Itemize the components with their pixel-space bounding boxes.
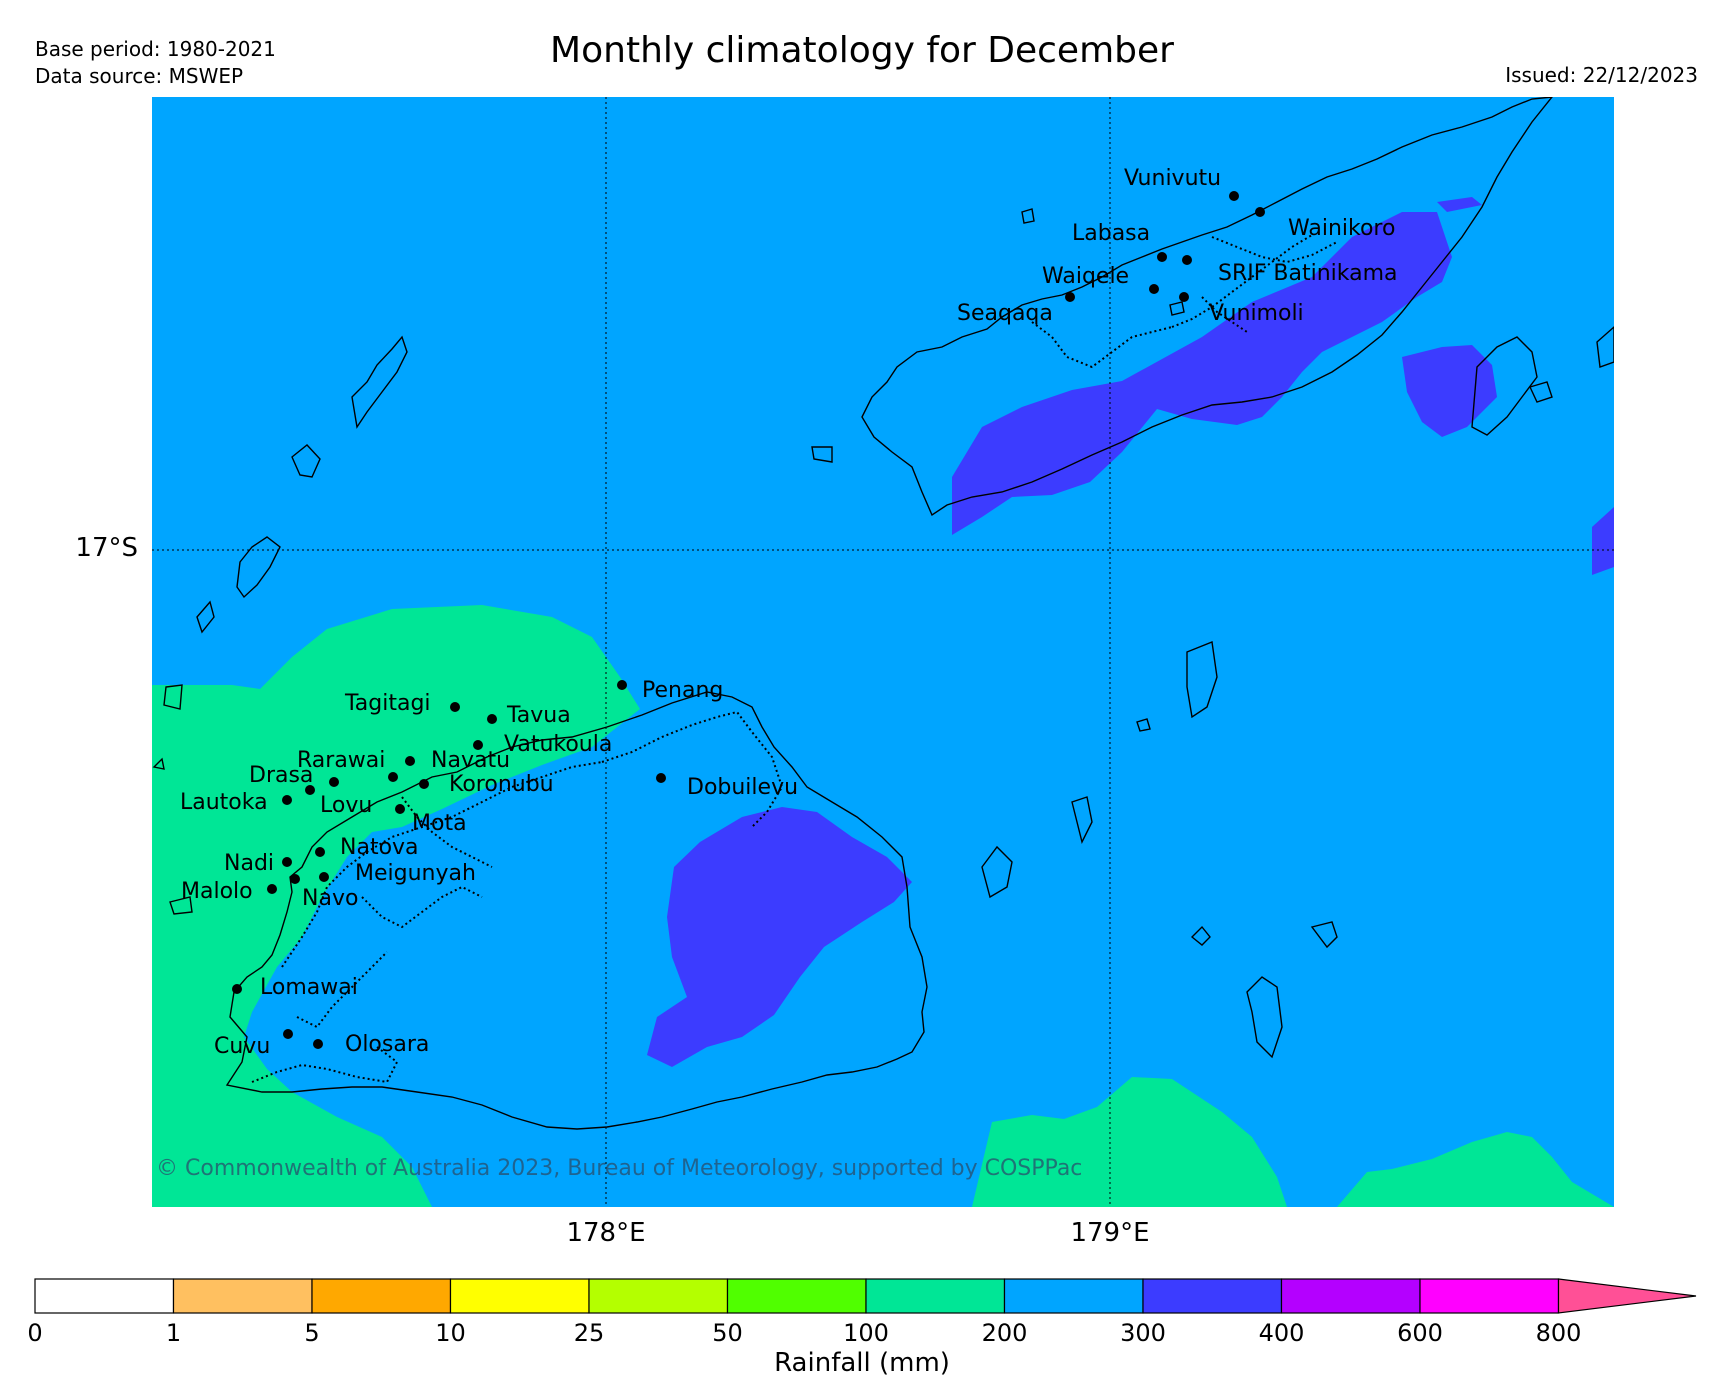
colorbar-tick-label: 50: [712, 1319, 743, 1347]
place-label: Labasa: [1072, 221, 1150, 246]
colorbar-tick-label: 1: [165, 1319, 182, 1347]
place-label: Tavua: [506, 703, 571, 728]
colorbar-tick-label: 300: [1120, 1319, 1166, 1347]
coastline-islet: [169, 896, 193, 915]
gridlines: [152, 97, 1614, 1207]
colorbar-tick-label: 5: [304, 1319, 320, 1347]
coastline-islet: [811, 446, 833, 463]
place-label: Vatukoula: [504, 732, 612, 757]
colorbar-tick-label: 800: [1535, 1319, 1582, 1347]
colorbar-segment: [172, 1278, 313, 1314]
coastline-islet: [163, 684, 183, 710]
colorbar-segment: [34, 1278, 175, 1314]
coastline-islet: [1596, 326, 1614, 368]
colorbar-segment: [588, 1278, 729, 1314]
colorbar-segment: [865, 1278, 1006, 1314]
issued-date: Issued: 22/12/2023: [1505, 63, 1698, 87]
district-boundaries: [251, 234, 1338, 1084]
coastline-islet: [1021, 208, 1035, 224]
coastline-islet: [1246, 976, 1283, 1059]
rainfall-zone-300-400: [1437, 197, 1482, 212]
base-period: Base period: 1980-2021: [35, 37, 276, 61]
place-label: Navatu: [431, 748, 510, 773]
coastline-islet: [1529, 381, 1553, 403]
station-dots: [232, 191, 1265, 1049]
place-label: Mota: [412, 811, 467, 836]
place-label: Waiqele: [1042, 264, 1129, 289]
colorbar-segment: [1003, 1278, 1144, 1314]
coastline-islet: [1186, 641, 1218, 719]
rainfall-map[interactable]: Vunivutu Wainikoro Labasa SRIF Batinikam…: [152, 97, 1614, 1207]
place-label: Navo: [302, 886, 358, 911]
coastline-islet: [291, 444, 321, 478]
place-label: Tagitagi: [344, 691, 431, 716]
coastline-viti-levu: [225, 691, 928, 1130]
copyright-notice: © Commonwealth of Australia 2023, Bureau…: [156, 1156, 1082, 1181]
place-label: Nadi: [224, 851, 274, 876]
colorbar-segment: [311, 1278, 452, 1314]
colorbar-tick-label: 600: [1397, 1319, 1443, 1347]
place-label: Seaqaqa: [957, 301, 1053, 326]
colorbar-segment: [726, 1278, 867, 1314]
coastline-islet: [152, 757, 165, 770]
rainfall-zone-300-400: [952, 212, 1452, 535]
coastline-islet: [236, 536, 281, 599]
place-label: SRIF Batinikama: [1218, 261, 1398, 286]
colorbar-title: Rainfall (mm): [774, 1348, 950, 1378]
colorbar-tick-label: 25: [573, 1319, 605, 1347]
place-label: Vunivutu: [1124, 166, 1221, 191]
coastline-islet: [1136, 718, 1151, 732]
place-label: Lovu: [320, 793, 372, 818]
coastline-islet: [981, 845, 1013, 899]
place-label: Lautoka: [180, 790, 268, 815]
place-label: Natova: [340, 835, 419, 860]
place-label: Vunimoli: [1209, 301, 1304, 326]
coastline-islet: [1169, 301, 1185, 316]
colorbar: [34, 1278, 1698, 1314]
coastline-islet: [1190, 925, 1211, 946]
colorbar-tick-label: 400: [1258, 1319, 1305, 1347]
colorbar-segment: [1280, 1278, 1421, 1314]
colorbar-tick-label: 200: [981, 1319, 1028, 1347]
rainfall-zone-300-400: [1592, 507, 1614, 575]
coastline-islet: [1310, 921, 1338, 949]
coastline-islet: [351, 335, 408, 429]
rainfall-zone-100-200: [972, 1077, 1287, 1207]
place-label: Rarawai: [297, 748, 385, 773]
rainfall-zone-100-200: [152, 605, 640, 1207]
place-label: Meigunyah: [355, 861, 476, 886]
rainfall-zone-100-200: [1337, 1132, 1614, 1207]
coastline-islet: [1071, 796, 1093, 845]
data-source: Data source: MSWEP: [35, 64, 244, 88]
colorbar-segment: [1419, 1278, 1560, 1314]
coastline-islet: [196, 600, 215, 634]
place-label: Drasa: [249, 763, 313, 788]
lon-label: 179°E: [1070, 1218, 1150, 1248]
colorbar-segment: [1142, 1278, 1283, 1314]
colorbar-tick-label: 0: [27, 1319, 43, 1347]
place-label: Malolo: [181, 879, 253, 904]
rainfall-zone-300-400: [647, 807, 912, 1067]
place-label: Penang: [642, 678, 723, 703]
lat-label: 17°S: [75, 533, 138, 563]
place-label: Olosara: [345, 1032, 429, 1057]
coastlines: [152, 97, 1614, 1130]
coastline-vanua-levu: [861, 97, 1553, 517]
place-label: Dobuilevu: [687, 775, 798, 800]
header-meta: Base period: 1980-2021 Data source: MSWE…: [35, 36, 276, 90]
colorbar-tick-label: 100: [843, 1319, 889, 1347]
place-label: Lomawai: [260, 975, 358, 1000]
place-label: Cuvu: [214, 1034, 270, 1059]
colorbar-tick-label: 10: [435, 1319, 466, 1347]
lon-label: 178°E: [566, 1218, 646, 1248]
place-label: Wainikoro: [1288, 216, 1395, 241]
place-label: Koronubu: [449, 772, 554, 797]
colorbar-extension: [1557, 1278, 1697, 1314]
colorbar-segment: [449, 1278, 590, 1314]
page-title: Monthly climatology for December: [550, 30, 1174, 71]
